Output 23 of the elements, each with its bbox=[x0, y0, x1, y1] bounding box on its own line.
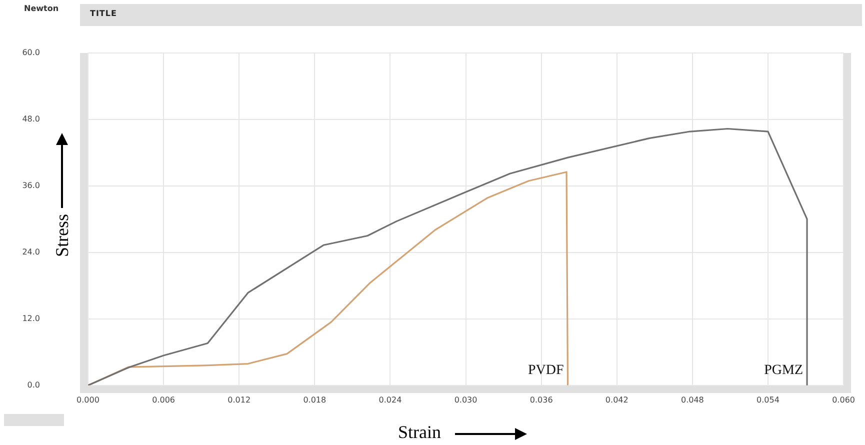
y-tick-label: 60.0 bbox=[22, 48, 40, 57]
y-tick-label: 48.0 bbox=[22, 114, 40, 124]
y-tick-label: 0.0 bbox=[27, 380, 40, 390]
x-tick-label: 0.042 bbox=[605, 395, 628, 404]
x-tick-label: 0.018 bbox=[303, 395, 326, 404]
x-tick-label: 0.048 bbox=[680, 395, 704, 404]
x-tick-label: 0.012 bbox=[228, 395, 251, 404]
series-label: PVDF bbox=[528, 363, 564, 378]
x-axis-title: Strain bbox=[398, 422, 441, 443]
text: Newton bbox=[24, 4, 59, 13]
x-tick-label: 0.024 bbox=[378, 395, 402, 404]
x-tick-label: 0.000 bbox=[76, 395, 100, 404]
chart-title: TITLE bbox=[90, 9, 117, 18]
y-axis-title: Stress bbox=[52, 214, 73, 258]
y-tick-label: 36.0 bbox=[22, 180, 40, 190]
y-tick-label: 24.0 bbox=[22, 247, 40, 256]
x-tick-label: 0.060 bbox=[832, 395, 855, 404]
x-tick-label: 0.030 bbox=[454, 395, 478, 404]
y-tick-label: 12.0 bbox=[22, 314, 40, 323]
x-tick-label: 0.006 bbox=[152, 395, 176, 404]
series-label: PGMZ bbox=[764, 363, 804, 378]
x-tick-label: 0.036 bbox=[530, 395, 553, 404]
x-tick-label: 0.054 bbox=[756, 395, 780, 404]
